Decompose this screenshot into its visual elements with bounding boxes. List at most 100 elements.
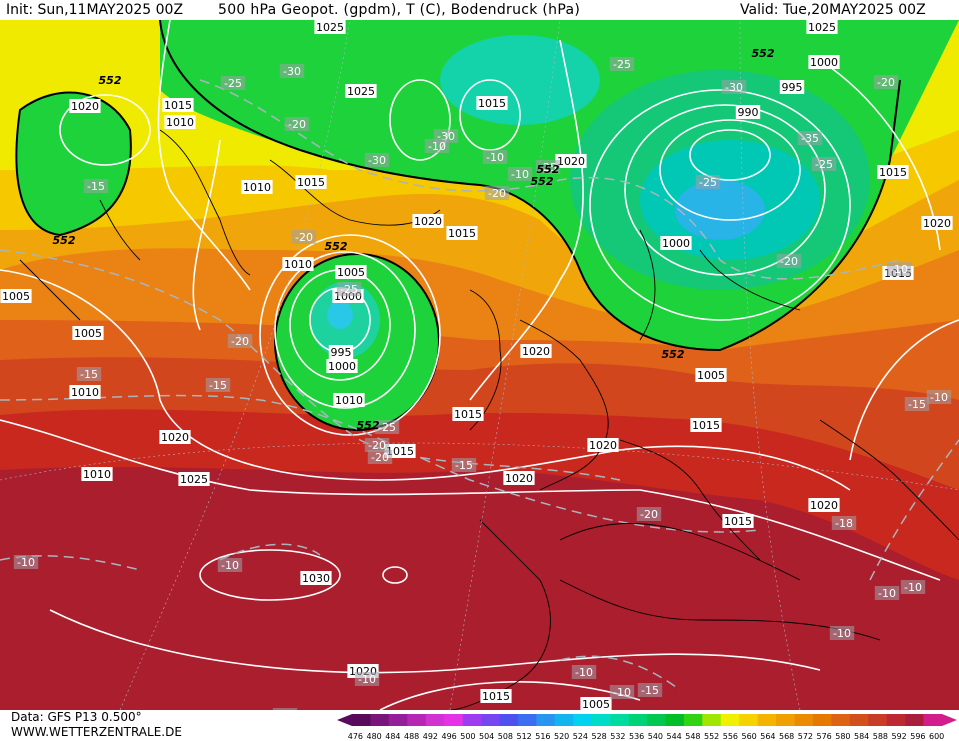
temperature-label: -30	[364, 153, 390, 167]
pressure-label-text: 1015	[386, 445, 414, 458]
geopotential-label-text: 552	[752, 47, 775, 60]
temperature-label-text: -10	[17, 556, 35, 569]
label-layer: 1025 1015 1020 1010 1025 1015 1015 1010 1020 1000…	[0, 20, 953, 710]
temperature-label: -10	[571, 665, 597, 679]
pressure-label-text: 1010	[71, 386, 99, 399]
geopotential-label: 552	[53, 234, 76, 247]
temperature-label: -25	[374, 420, 400, 434]
temperature-label: -15	[205, 378, 231, 392]
scale-tick-label: 512	[516, 732, 531, 741]
pressure-label: 1015	[452, 407, 484, 421]
temperature-label-text: -10	[904, 581, 922, 594]
pressure-label: 1030	[300, 571, 332, 585]
pressure-label-text: 1000	[328, 360, 356, 373]
pressure-label: 1015	[295, 175, 327, 189]
pressure-label: 1015	[480, 689, 512, 703]
pressure-label-text: 1010	[335, 394, 363, 407]
pressure-label: 1020	[555, 154, 587, 168]
map-footer: Data: GFS P13 0.500° WWW.WETTERZENTRALE.…	[0, 710, 959, 741]
pressure-label: 1015	[877, 165, 909, 179]
geopotential-label: 552	[662, 348, 685, 361]
scale-swatch	[868, 714, 887, 726]
isobars	[0, 20, 959, 710]
geopotential-label: 552	[99, 74, 122, 87]
pressure-label-text: 995	[331, 346, 352, 359]
pressure-label: 1015	[690, 418, 722, 432]
geopotential-label-text: 552	[325, 240, 348, 253]
scale-tick-label: 592	[891, 732, 906, 741]
scale-swatch	[388, 714, 408, 726]
temperature-label: -10	[13, 555, 39, 569]
temperature-label-text: -15	[908, 398, 926, 411]
scale-tick-label: 516	[535, 732, 550, 741]
temperature-label: -18	[831, 516, 857, 530]
website: WWW.WETTERZENTRALE.DE	[11, 725, 182, 739]
scale-tick-label: 584	[854, 732, 869, 741]
pressure-label-text: 995	[782, 81, 803, 94]
scale-swatch	[499, 714, 519, 726]
scale-tick-label: 484	[385, 732, 400, 741]
pressure-label-text: 990	[738, 106, 759, 119]
pressure-label-text: 1020	[923, 217, 951, 230]
geopotential-label-text: 552	[537, 163, 560, 176]
temperature-label-text: -10	[358, 673, 376, 686]
pressure-label: 1020	[808, 498, 840, 512]
pressure-label: 1000	[808, 55, 840, 69]
geopotential-label-text: 552	[662, 348, 685, 361]
pressure-label: 1010	[81, 467, 113, 481]
scale-swatch	[425, 714, 445, 726]
temperature-label-text: -10	[613, 686, 631, 699]
pressure-label: 1010	[69, 385, 101, 399]
scale-tick-label: 580	[835, 732, 850, 741]
pressure-label-text: 1020	[414, 215, 442, 228]
scale-swatch	[628, 714, 648, 726]
temperature-label-text: -20	[295, 231, 313, 244]
temperature-label-text: -35	[801, 132, 819, 145]
pressure-label: 1020	[921, 216, 953, 230]
pressure-label-text: 1020	[810, 499, 838, 512]
temperature-label: -10	[609, 685, 635, 699]
pressure-label-text: 1015	[692, 419, 720, 432]
pressure-label: 1000	[660, 236, 692, 250]
temperature-label-text: -15	[455, 459, 473, 472]
pressure-label: 1015	[722, 514, 754, 528]
temperature-label-text: -20	[877, 76, 895, 89]
pressure-label: 1025	[314, 20, 346, 34]
geopotential-label: 552	[531, 175, 554, 188]
pressure-label-text: 1015	[879, 166, 907, 179]
scale-tick-label: 504	[479, 732, 494, 741]
scale-swatch	[647, 714, 666, 726]
temperature-label: -30	[721, 80, 747, 94]
temperature-label-text: -25	[340, 283, 358, 296]
low-western-atlantic	[16, 92, 131, 235]
pressure-label: 1015	[446, 226, 478, 240]
pressure-label-text: 1010	[166, 116, 194, 129]
temperature-label-text: -10	[930, 391, 948, 404]
pressure-label-text: 1015	[448, 227, 476, 240]
pressure-label-text: 1025	[180, 473, 208, 486]
temperature-label: -10	[482, 150, 508, 164]
geopotential-label: 552	[357, 419, 380, 432]
scale-swatch	[702, 714, 722, 726]
temperature-label: -15	[637, 683, 663, 697]
scale-swatch	[352, 714, 371, 726]
scale-tick-label: 496	[441, 732, 456, 741]
scale-swatch	[831, 714, 851, 726]
temperature-label: -10	[272, 708, 298, 710]
geopotential-label-text: 552	[99, 74, 122, 87]
pressure-label-text: 1020	[505, 472, 533, 485]
pressure-label: 1025	[345, 84, 377, 98]
graticule	[0, 20, 959, 710]
scale-tick-label: 536	[629, 732, 644, 741]
pressure-label: 1020	[587, 438, 619, 452]
pressure-label: 1010	[333, 393, 365, 407]
low-atlantic-eye	[327, 301, 353, 329]
pressure-label: 1005	[0, 289, 32, 303]
weather-map: 1025 1015 1020 1010 1025 1015 1015 1010 1020 1000…	[0, 20, 959, 710]
temperature-label-text: -15	[641, 684, 659, 697]
scale-tick-label: 492	[423, 732, 438, 741]
temperature-label: -20	[364, 438, 390, 452]
scale-swatch	[444, 714, 463, 726]
pressure-label: 1020	[412, 214, 444, 228]
temperature-label: -20	[484, 186, 510, 200]
